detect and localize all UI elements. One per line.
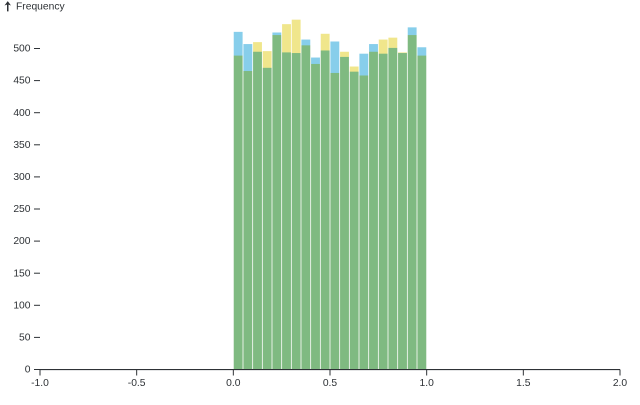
svg-text:0: 0 (25, 365, 31, 376)
svg-text:0.0: 0.0 (226, 378, 241, 389)
svg-text:0.5: 0.5 (323, 378, 338, 389)
svg-text:100: 100 (13, 300, 30, 311)
svg-text:400: 400 (13, 108, 30, 119)
svg-text:500: 500 (13, 44, 30, 55)
svg-text:-0.5: -0.5 (128, 378, 146, 389)
svg-text:-1.0: -1.0 (31, 378, 49, 389)
svg-text:300: 300 (13, 172, 30, 183)
svg-text:2.0: 2.0 (613, 378, 628, 389)
svg-text:Frequency: Frequency (16, 2, 66, 13)
svg-text:250: 250 (13, 204, 30, 215)
svg-text:450: 450 (13, 76, 30, 87)
svg-text:50: 50 (19, 333, 31, 344)
svg-text:200: 200 (13, 236, 30, 247)
svg-text:350: 350 (13, 140, 30, 151)
svg-text:1.0: 1.0 (420, 378, 435, 389)
svg-text:1.5: 1.5 (516, 378, 531, 389)
svg-text:150: 150 (13, 268, 30, 279)
